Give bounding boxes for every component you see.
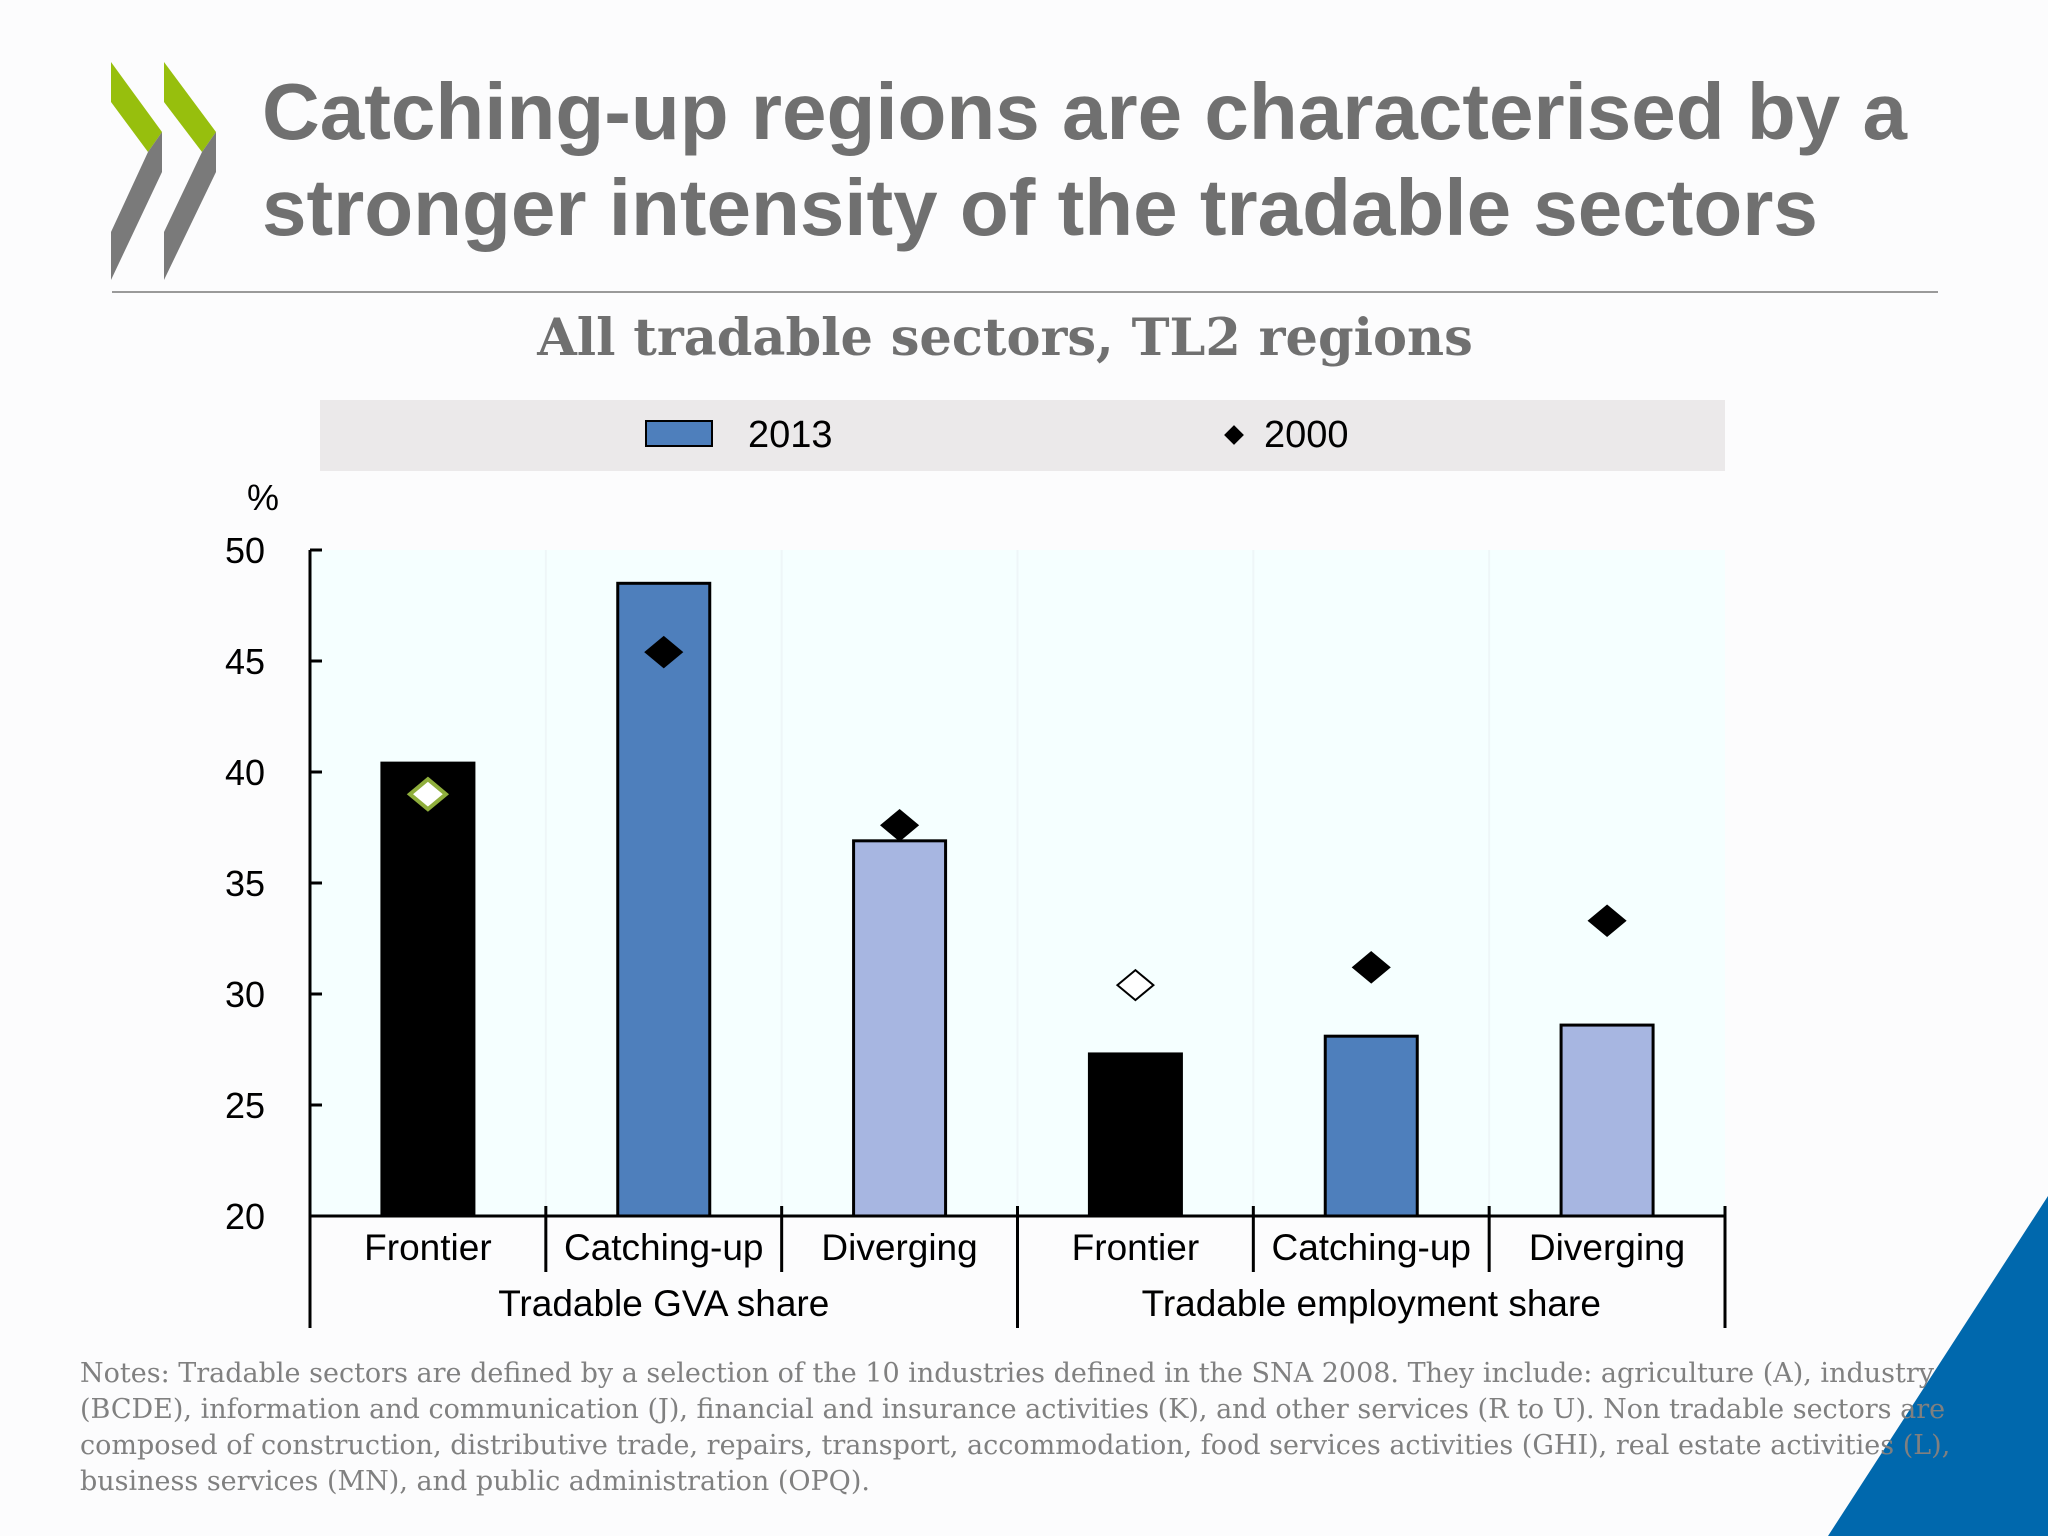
corner-accent-triangle [1828,1196,2048,1536]
chart-title: All tradable sectors, TL2 regions [537,308,1473,368]
marker-2000 [880,808,920,842]
title-divider [112,291,1938,293]
marker-2000 [1351,951,1391,984]
y-tick-label: 50 [225,530,265,571]
y-tick-label: 40 [225,752,265,793]
x-tick-label: Diverging [821,1227,977,1268]
x-tick-label: Diverging [1529,1227,1685,1268]
logo-chevron-right-gray [164,132,216,280]
y-tick-label: 25 [225,1085,265,1126]
slide-title: Catching-up regions are characterised by… [262,67,1907,252]
logo-chevron-right-green [164,62,216,152]
bar-chart: 20 25 30 35 40 45 50% Frontier Catching-up Diverg… [225,477,1727,1328]
legend-label-2000: 2000 [1264,414,1349,456]
chart-legend: 2013 2000 [320,400,1725,471]
y-tick-label: 35 [225,863,265,904]
y-tick-label: 45 [225,641,265,682]
bar-2013 [852,839,948,1218]
x-tick-label: Frontier [1072,1227,1199,1268]
legend-swatch-2013 [645,420,713,447]
logo-chevron-left-gray [111,132,162,280]
marker-2000 [406,776,450,812]
y-tick-label: 20 [225,1196,265,1237]
x-tick-label: Frontier [364,1227,491,1268]
bar-2013 [1087,1052,1183,1218]
x-tick-label: Catching-up [1271,1227,1471,1268]
x-group-label: Tradable employment share [1142,1283,1601,1324]
chart-notes: Notes: Tradable sectors are defined by a… [80,1358,1951,1497]
marker-2000 [1115,968,1155,1002]
legend-label-2013: 2013 [748,414,833,456]
y-axis-label: % [247,477,279,518]
x-tick-label: Catching-up [564,1227,764,1268]
x-group-label: Tradable GVA share [498,1283,829,1324]
marker-2000 [1587,904,1627,938]
bar-2013 [1559,1023,1655,1218]
bar-2013 [380,761,476,1218]
marker-2000 [644,635,684,669]
oecd-logo [111,62,216,280]
logo-chevron-left-green [111,62,162,152]
y-tick-label: 30 [225,974,265,1015]
bar-2013 [1323,1034,1419,1218]
bar-2013 [616,581,712,1218]
